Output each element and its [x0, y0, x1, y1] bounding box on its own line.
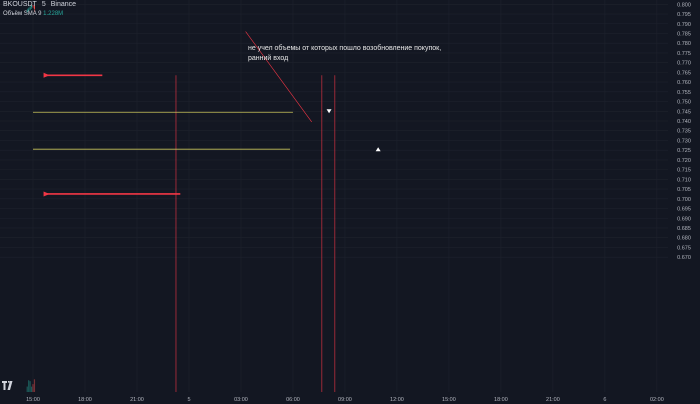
candle-body[interactable] — [33, 5, 35, 9]
symbol-legend[interactable]: BKOUSDT 5 Binance — [3, 1, 76, 8]
time-label[interactable]: 21:00 — [130, 397, 144, 403]
time-label[interactable]: 06:00 — [286, 397, 300, 403]
price-label[interactable]: 0.730 — [677, 138, 691, 144]
candles[interactable] — [26, 4, 35, 13]
drawings[interactable] — [33, 31, 312, 197]
candle-body[interactable] — [26, 10, 28, 13]
annotation-line-1: не учел объемы от которых пошло возобнов… — [248, 45, 442, 52]
price-label[interactable]: 0.790 — [677, 22, 691, 28]
price-label[interactable]: 0.700 — [677, 197, 691, 203]
price-label[interactable]: 0.685 — [677, 226, 691, 232]
price-label[interactable]: 0.755 — [677, 90, 691, 96]
time-label[interactable]: 15:00 — [26, 397, 40, 403]
time-label[interactable]: 5 — [187, 397, 190, 403]
annotation-note[interactable]: не учел объемы от которых пошло возобнов… — [248, 44, 458, 64]
time-label[interactable]: 02:00 — [650, 397, 664, 403]
grid — [0, 0, 668, 392]
price-label[interactable]: 0.675 — [677, 245, 691, 251]
entry-markers[interactable] — [326, 109, 381, 152]
time-label[interactable]: 18:00 — [78, 397, 92, 403]
price-label[interactable]: 0.745 — [677, 109, 691, 115]
price-label[interactable]: 0.740 — [677, 119, 691, 125]
time-label[interactable]: 21:00 — [546, 397, 560, 403]
candle-body[interactable] — [29, 7, 31, 10]
candle-body[interactable] — [31, 5, 33, 8]
price-label[interactable]: 0.705 — [677, 187, 691, 193]
price-label[interactable]: 0.690 — [677, 216, 691, 222]
volume-bar — [26, 386, 28, 392]
volume-bar — [30, 386, 33, 392]
tradingview-logo-icon[interactable] — [2, 381, 16, 390]
price-axis[interactable]: 0.800 0.795 0.790 0.785 0.780 0.775 0.770 0.765… — [677, 2, 691, 261]
volume-bar — [29, 381, 31, 392]
price-label[interactable]: 0.735 — [677, 129, 691, 135]
price-label[interactable]: 0.800 — [677, 2, 691, 8]
time-label[interactable]: 03:00 — [234, 397, 248, 403]
arrow-right-icon — [43, 191, 50, 197]
volume-bars — [26, 379, 36, 392]
price-label[interactable]: 0.710 — [677, 177, 691, 183]
candle-body[interactable] — [28, 9, 30, 11]
price-label[interactable]: 0.795 — [677, 12, 691, 18]
price-label[interactable]: 0.670 — [677, 255, 691, 261]
price-label[interactable]: 0.785 — [677, 31, 691, 37]
price-label[interactable]: 0.720 — [677, 158, 691, 164]
price-label[interactable]: 0.775 — [677, 51, 691, 57]
arrow-right-icon — [43, 72, 50, 78]
price-label[interactable]: 0.680 — [677, 236, 691, 242]
volume-bar — [28, 380, 30, 392]
annotation-line-2: ранний вход — [248, 55, 289, 62]
volume-indicator-value: 1.228M — [43, 11, 64, 17]
price-label[interactable]: 0.770 — [677, 61, 691, 67]
exchange-label: Binance — [50, 1, 77, 8]
price-label[interactable]: 0.780 — [677, 41, 691, 47]
price-label[interactable]: 0.725 — [677, 148, 691, 154]
volume-legend[interactable]: Объём SMA 9 1.228M — [3, 11, 63, 17]
arrow-up-icon[interactable] — [375, 147, 381, 152]
vertical-markers[interactable] — [175, 75, 336, 392]
interval-label[interactable]: 5 — [41, 1, 46, 8]
price-label[interactable]: 0.760 — [677, 80, 691, 86]
time-label[interactable]: 09:00 — [338, 397, 352, 403]
time-label[interactable]: 18:00 — [494, 397, 508, 403]
volume-indicator-label[interactable]: Объём SMA 9 — [3, 11, 42, 17]
time-axis[interactable]: 15:00 18:00 21:00 5 03:00 06:00 09:00 12:00 15:0… — [26, 397, 664, 403]
time-label[interactable]: 15:00 — [442, 397, 456, 403]
price-label[interactable]: 0.715 — [677, 168, 691, 174]
volume-bar — [32, 384, 34, 392]
symbol-name[interactable]: BKOUSDT — [3, 1, 37, 8]
price-label[interactable]: 0.695 — [677, 207, 691, 213]
price-label[interactable]: 0.750 — [677, 100, 691, 106]
time-label[interactable]: 12:00 — [390, 397, 404, 403]
volume-bar — [33, 379, 36, 392]
trend-line[interactable] — [245, 31, 312, 123]
candle-body[interactable] — [32, 5, 34, 7]
time-label[interactable]: 6 — [603, 397, 606, 403]
price-label[interactable]: 0.765 — [677, 70, 691, 76]
arrow-down-icon[interactable] — [326, 109, 332, 114]
